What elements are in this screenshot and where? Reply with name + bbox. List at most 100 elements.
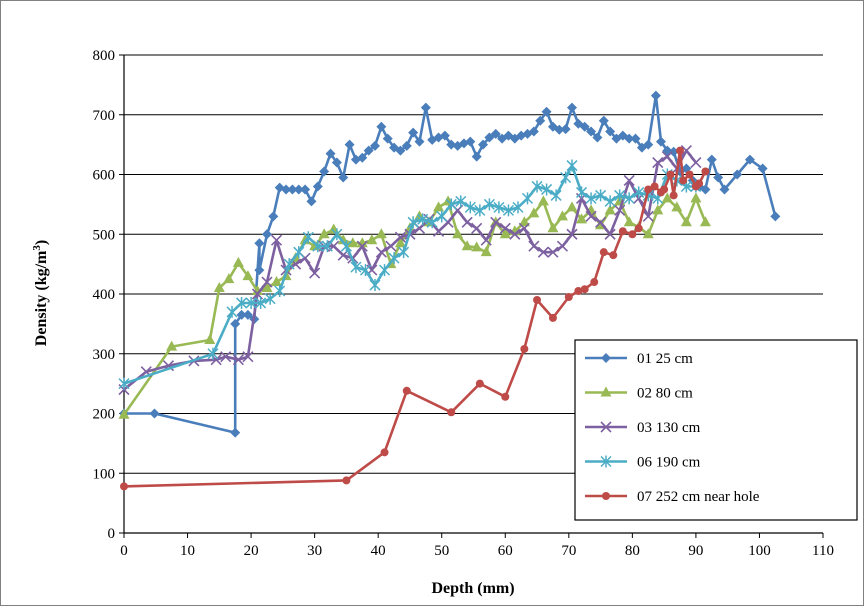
series-1-point-21: [338, 172, 349, 183]
series-5-point-13: [590, 278, 599, 287]
series-3: [118, 145, 702, 396]
series-2-point-54: [699, 216, 711, 227]
series-3-point-50: [652, 156, 664, 169]
series-1-point-81: [719, 184, 730, 195]
series-1-point-59: [579, 121, 590, 132]
series-5-point-25: [676, 146, 685, 155]
series-4-point-24: [436, 210, 448, 223]
legend-entry-2: 02 80 cm: [585, 386, 693, 402]
series-2-point-22: [394, 237, 406, 248]
y-tick-label-300: 300: [93, 347, 116, 363]
series-2-point-40: [566, 201, 578, 212]
series-1-point-43: [478, 139, 489, 150]
series-4-point-10: [302, 231, 314, 244]
x-tick-label-50: 50: [434, 543, 449, 559]
x-tick-label-0: 0: [120, 543, 128, 559]
series-1-point-51: [528, 126, 539, 137]
legend-label-3: 03 130 cm: [637, 420, 701, 436]
legend-swatch-marker-3: [600, 421, 612, 433]
legend-swatch-marker-1: [601, 353, 611, 363]
series-1-point-56: [560, 124, 571, 135]
series-4-point-14: [340, 240, 352, 253]
series-2-point-1: [166, 340, 178, 351]
series-5-point-5: [475, 379, 484, 388]
series-2-point-44: [604, 204, 616, 215]
series-1-point-70: [650, 90, 661, 101]
series-5-point-15: [609, 251, 618, 260]
series-2-point-6: [242, 270, 254, 281]
series-3-point-49: [642, 210, 654, 222]
series-line-4: [123, 164, 696, 385]
series-1-point-32: [408, 127, 419, 138]
series-4-point-15: [350, 261, 362, 274]
x-tick-label-90: 90: [688, 543, 703, 559]
x-tick-label-110: 110: [812, 543, 834, 559]
y-tick-label-800: 800: [93, 48, 116, 64]
series-3-point-23: [394, 231, 406, 243]
legend-entry-5: 07 252 cm near hole: [585, 489, 760, 505]
series-1-point-38: [446, 139, 457, 150]
series-5: [120, 146, 710, 491]
legend-entry-3: 03 130 cm: [585, 420, 701, 436]
series-2-point-49: [652, 204, 664, 215]
legend-label-5: 07 252 cm near hole: [637, 489, 760, 505]
series-2-point-52: [680, 216, 692, 227]
series-1-point-31: [401, 140, 412, 151]
series-4-point-12: [321, 240, 333, 253]
series-3-point-22: [385, 240, 397, 252]
series-lines: [118, 90, 781, 491]
series-4-point-5: [255, 296, 267, 309]
series-1-point-16: [306, 196, 317, 207]
series-3-point-14: [309, 267, 321, 279]
series-4-point-4: [245, 296, 257, 309]
series-1-point-55: [554, 124, 565, 135]
series-3-point-30: [461, 216, 473, 228]
series-4-point-21: [407, 216, 419, 229]
series-5-point-8: [533, 295, 542, 304]
series-1: [119, 90, 781, 438]
series-1-point-85: [770, 211, 781, 222]
series-1-point-52: [535, 115, 546, 126]
series-2-point-33: [499, 228, 511, 239]
series-1-point-33: [414, 136, 425, 147]
series-2-point-18: [356, 237, 368, 248]
series-1-point-14: [293, 184, 304, 195]
series-3-point-54: [690, 156, 702, 169]
series-2-point-2: [204, 334, 216, 345]
series-5-point-16: [618, 227, 627, 236]
x-tick-label-30: 30: [307, 543, 322, 559]
legend-entry-1: 01 25 cm: [585, 351, 693, 367]
legend-label-2: 02 80 cm: [637, 386, 693, 402]
series-4-point-31: [502, 204, 514, 217]
legend-swatch-marker-2: [600, 386, 612, 397]
series-3-point-10: [270, 234, 283, 246]
series-5-point-9: [548, 313, 557, 322]
series-5-point-6: [501, 392, 510, 401]
series-3-point-53: [680, 145, 692, 157]
series-2-point-29: [461, 240, 473, 251]
series-3-point-39: [547, 246, 559, 258]
series-4-point-16: [359, 264, 372, 277]
series-4-point-6: [264, 292, 276, 305]
series-2-point-37: [537, 195, 549, 206]
series-3-point-31: [471, 222, 483, 234]
series-5-point-14: [599, 248, 608, 257]
series-1-point-66: [624, 133, 635, 144]
series-1-point-28: [382, 133, 393, 144]
series-4-point-36: [550, 189, 562, 202]
series-4-point-30: [493, 201, 505, 214]
y-axis-title-main: Density (kg/m: [33, 250, 50, 346]
series-4-point-28: [474, 204, 486, 217]
series-1-point-15: [300, 184, 311, 195]
series-1-point-69: [643, 139, 654, 150]
legend-entry-4: 06 190 cm: [585, 455, 701, 471]
axes: 0 100 200 300 400 500 600 700 800 0 10 20 30 40 50 60 70…: [93, 48, 834, 559]
series-2-point-23: [404, 222, 416, 233]
series-3-point-37: [528, 240, 540, 252]
series-4-point-19: [388, 252, 400, 265]
series-2-point-5: [232, 256, 244, 267]
series-1-point-19: [325, 148, 336, 159]
x-tick-label-80: 80: [625, 543, 640, 559]
series-1-point-62: [598, 115, 609, 126]
